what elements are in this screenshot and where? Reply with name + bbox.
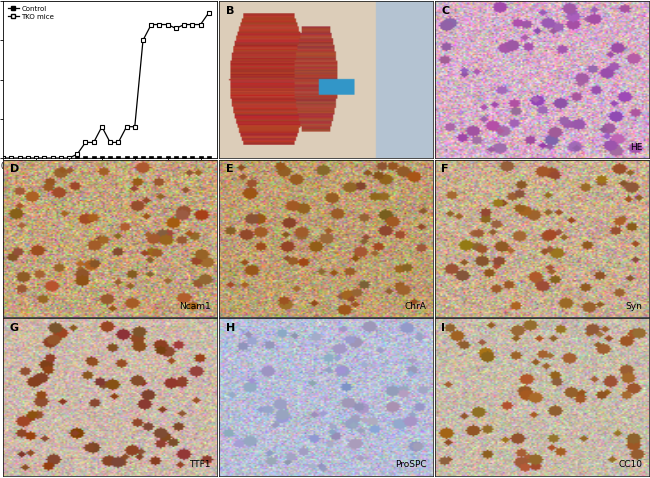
Text: HE: HE	[630, 143, 642, 152]
Text: B: B	[226, 6, 234, 16]
Text: I: I	[441, 323, 445, 333]
Text: H: H	[226, 323, 235, 333]
Text: G: G	[10, 323, 19, 333]
X-axis label: Months after infection: Months after infection	[68, 174, 153, 183]
Text: ChrA: ChrA	[404, 302, 426, 311]
Text: C: C	[441, 6, 450, 16]
Legend: Control, TKO mice: Control, TKO mice	[6, 4, 55, 22]
Text: TTF1: TTF1	[189, 460, 211, 469]
Text: D: D	[10, 164, 19, 174]
Text: CC10: CC10	[618, 460, 642, 469]
Text: Syn: Syn	[625, 302, 642, 311]
Text: ProSPC: ProSPC	[395, 460, 426, 469]
Text: F: F	[441, 164, 449, 174]
Text: Ncam1: Ncam1	[179, 302, 211, 311]
Text: E: E	[226, 164, 233, 174]
